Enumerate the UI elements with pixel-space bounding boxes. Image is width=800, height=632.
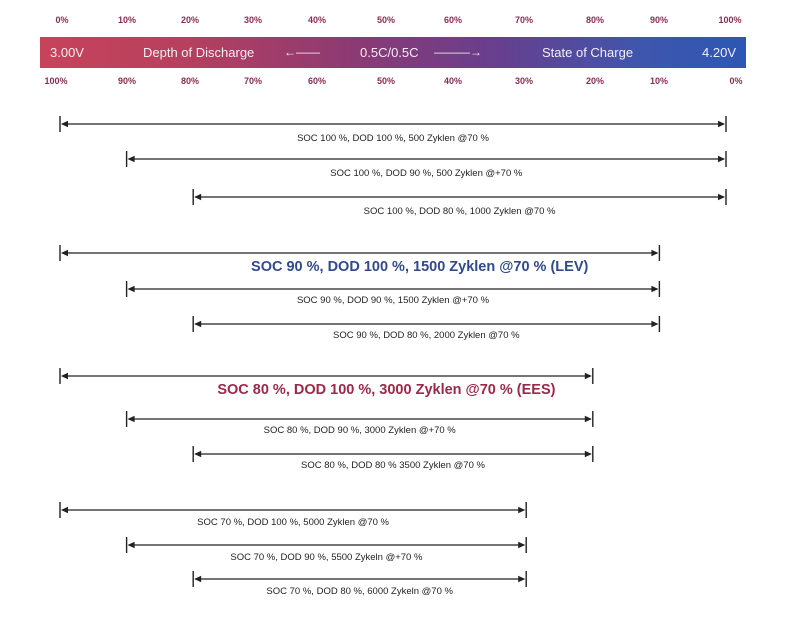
dod-percent-scale: 100% 90% 80% 70% 60% 50% 40% 30% 20% 10%… [0, 76, 800, 90]
range-start-arrowhead [127, 541, 135, 549]
dod-percent-tick: 50% [376, 76, 396, 86]
soc-percent-scale: 0% 10% 20% 30% 40% 50% 60% 70% 80% 90% 1… [0, 15, 800, 29]
soc-percent-tick: 70% [514, 15, 534, 25]
cycle-range-label: SOC 90 %, DOD 90 %, 1500 Zyklen @+70 % [296, 295, 490, 306]
dod-percent-tick: 10% [649, 76, 669, 86]
range-start-arrowhead [61, 506, 68, 514]
range-start-arrowhead [127, 155, 135, 163]
soc-percent-tick: 30% [243, 15, 263, 25]
range-end-arrowhead [718, 193, 725, 201]
cycle-range-label: SOC 80 %, DOD 80 % 3500 Zyklen @70 % [301, 460, 485, 471]
dod-percent-tick: 60% [307, 76, 327, 86]
cycle-range-label: SOC 90 %, DOD 80 %, 2000 Zyklen @70 % [333, 330, 520, 341]
range-end-arrowhead [518, 541, 526, 549]
dod-percent-tick: 70% [243, 76, 263, 86]
cycle-range-label: SOC 100 %, DOD 80 %, 1000 Zyklen @70 % [363, 206, 556, 217]
cycle-range-label: SOC 90 %, DOD 100 %, 1500 Zyklen @70 % (… [251, 259, 589, 275]
c-rate-label: 0.5C/0.5C [360, 45, 419, 60]
cycle-range-label: SOC 70 %, DOD 90 %, 5500 Zykeln @+70 % [230, 552, 423, 563]
soc-percent-tick: 90% [649, 15, 669, 25]
range-end-arrowhead [718, 155, 725, 163]
dod-percent-tick: 100% [44, 76, 68, 86]
cycle-range-label: SOC 70 %, DOD 80 %, 6000 Zykeln @70 % [266, 586, 453, 597]
soc-percent-tick: 20% [180, 15, 200, 25]
cycle-range-label: SOC 100 %, DOD 100 %, 500 Zyklen @70 % [297, 133, 489, 144]
cycle-range-label: SOC 70 %, DOD 100 %, 5000 Zyklen @70 % [197, 517, 390, 528]
range-start-arrowhead [194, 575, 202, 583]
range-start-arrowhead [127, 285, 135, 293]
soc-percent-tick: 80% [585, 15, 605, 25]
state-of-charge-label: State of Charge [542, 45, 634, 60]
range-start-arrowhead [194, 320, 202, 328]
dod-percent-tick: 40% [443, 76, 463, 86]
range-end-arrowhead [651, 320, 659, 328]
dod-percent-tick: 80% [180, 76, 200, 86]
range-end-arrowhead [651, 285, 659, 293]
range-end-arrowhead [518, 575, 526, 583]
depth-of-discharge-label: Depth of Discharge [143, 45, 255, 60]
left-arrow: ←—— [284, 45, 320, 59]
cycle-range-label: SOC 100 %, DOD 90 %, 500 Zyklen @+70 % [330, 168, 523, 179]
cycle-range-label: SOC 80 %, DOD 90 %, 3000 Zyklen @+70 % [263, 425, 456, 436]
dod-percent-tick: 90% [117, 76, 137, 86]
range-start-arrowhead [61, 249, 68, 257]
range-start-arrowhead [194, 193, 202, 201]
right-arrow: ———→ [434, 45, 482, 59]
voltage-min-label: 3.00V [50, 45, 84, 60]
range-start-arrowhead [61, 372, 68, 380]
range-end-arrowhead [584, 415, 592, 423]
range-start-arrowhead [127, 415, 135, 423]
soc-percent-tick: 50% [376, 15, 396, 25]
range-start-arrowhead [194, 450, 202, 458]
soc-percent-tick: 0% [55, 15, 69, 25]
range-end-arrowhead [518, 506, 526, 514]
range-end-arrowhead [718, 120, 725, 128]
range-end-arrowhead [651, 249, 659, 257]
dod-percent-tick: 30% [514, 76, 534, 86]
soc-percent-tick: 40% [307, 15, 327, 25]
voltage-max-label: 4.20V [702, 45, 736, 60]
range-start-arrowhead [61, 120, 68, 128]
range-end-arrowhead [584, 372, 592, 380]
range-end-arrowhead [584, 450, 592, 458]
soc-percent-tick: 10% [117, 15, 137, 25]
dod-percent-tick: 0% [729, 76, 743, 86]
dod-percent-tick: 20% [585, 76, 605, 86]
soc-percent-tick: 100% [718, 15, 742, 25]
charge-gradient-band: 3.00V Depth of Discharge ←—— 0.5C/0.5C —… [40, 37, 746, 68]
soc-percent-tick: 60% [443, 15, 463, 25]
cycle-range-label: SOC 80 %, DOD 100 %, 3000 Zyklen @70 % (… [217, 382, 556, 398]
